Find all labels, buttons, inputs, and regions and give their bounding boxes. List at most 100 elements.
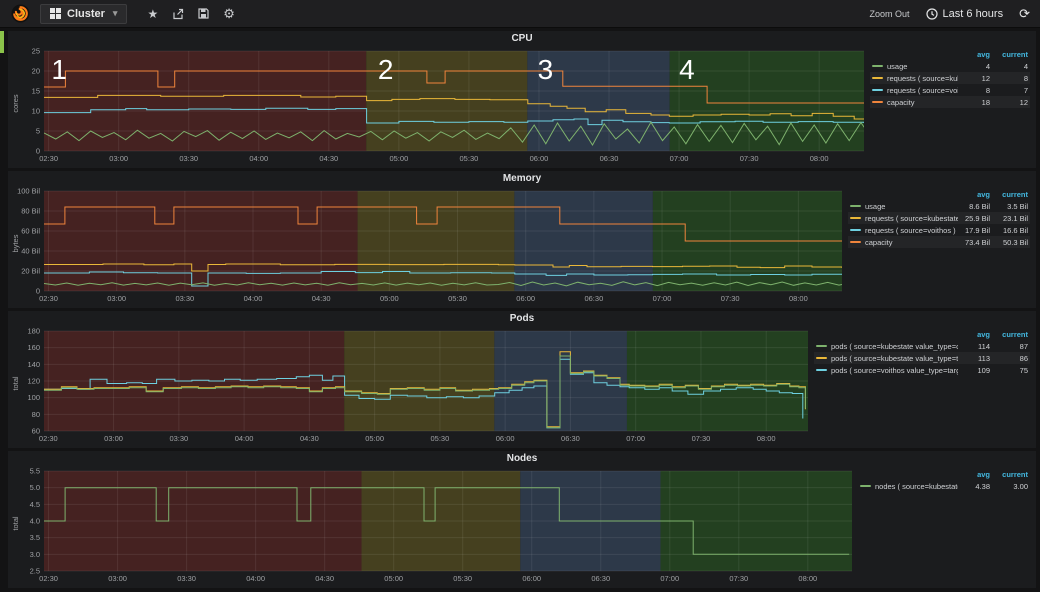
- legend-item[interactable]: capacity 73.4 Bil 50.3 Bil: [848, 236, 1030, 248]
- y-tick-label: 4.5: [30, 500, 40, 509]
- legend-current-value: 3.5 Bil: [1007, 201, 1028, 211]
- legend-col-avg[interactable]: avg: [977, 469, 990, 479]
- legend-label[interactable]: pods ( source=kubestate value_type=curre…: [831, 341, 958, 351]
- x-tick-label: 03:30: [175, 294, 194, 303]
- x-tick-label: 02:30: [39, 154, 58, 163]
- time-range-button[interactable]: Last 6 hours: [925, 8, 1003, 20]
- legend-label[interactable]: pods ( source=kubestate value_type=targe…: [831, 353, 958, 363]
- legend-swatch-icon: [816, 345, 827, 347]
- nodes-panel-title[interactable]: Nodes: [506, 453, 538, 464]
- y-tick-label: 100: [27, 393, 40, 402]
- refresh-icon[interactable]: ⟳: [1019, 6, 1030, 21]
- pods-chart[interactable]: 60 80 100 120 140 160 180 02:30 03:00 03:30 04:00 0…: [10, 326, 812, 444]
- legend-swatch-icon: [850, 205, 861, 207]
- legend-item[interactable]: usage 8.6 Bil 3.5 Bil: [848, 200, 1030, 212]
- row-indicator[interactable]: [0, 31, 4, 53]
- legend-label[interactable]: requests ( source=kubestate ): [887, 73, 958, 83]
- x-tick-label: 08:00: [798, 574, 817, 583]
- x-tick-label: 07:30: [721, 294, 740, 303]
- pods-plot-area[interactable]: 60 80 100 120 140 160 180 02:30 03:00 03:30 04:00 0…: [10, 326, 812, 444]
- x-tick-label: 05:30: [431, 434, 450, 443]
- gear-icon[interactable]: ⚙: [223, 6, 235, 21]
- legend-label[interactable]: requests ( source=voithos ): [865, 225, 956, 235]
- legend-col-current[interactable]: current: [1002, 49, 1028, 59]
- cpu-plot-area[interactable]: 0 5 10 15 20 25 02:30 03:00 03:30 04:00 04:30 05:00…: [10, 46, 868, 164]
- x-tick-label: 04:30: [319, 154, 338, 163]
- save-icon[interactable]: [198, 8, 209, 19]
- x-tick-label: 03:30: [177, 574, 196, 583]
- legend-label[interactable]: requests ( source=voithos ): [887, 85, 958, 95]
- legend-col-current[interactable]: current: [1002, 189, 1028, 199]
- legend-item[interactable]: pods ( source=kubestate value_type=curre…: [814, 340, 1030, 352]
- legend-item[interactable]: capacity 18 12: [870, 96, 1030, 108]
- legend-item[interactable]: requests ( source=kubestate ) 12 8: [870, 72, 1030, 84]
- phase-annotation-1: 1: [51, 54, 67, 85]
- y-tick-label: 0: [36, 147, 40, 156]
- legend-label[interactable]: capacity: [865, 237, 893, 247]
- memory-chart[interactable]: 0 20 Bil 40 Bil 60 Bil 80 Bil 100 Bil 02:30 03:…: [10, 186, 846, 304]
- dashboard-picker[interactable]: Cluster ▾: [40, 3, 128, 24]
- pods-panel: Pods 60 80 100 120 140 160 180 02:30 03:00 03:30 0…: [8, 311, 1036, 448]
- zoom-out-button[interactable]: Zoom Out: [869, 8, 910, 19]
- legend-avg-value: 4: [985, 61, 990, 71]
- x-tick-label: 03:00: [107, 294, 126, 303]
- legend-label[interactable]: nodes ( source=kubestate ): [875, 481, 958, 491]
- y-tick-label: 5.0: [30, 483, 40, 492]
- grafana-logo[interactable]: [10, 4, 30, 24]
- x-tick-label: 03:00: [104, 434, 123, 443]
- legend-avg-value: 17.9 Bil: [964, 225, 990, 235]
- legend-avg-value: 8.6 Bil: [969, 201, 990, 211]
- legend-current-value: 75: [1019, 365, 1028, 375]
- legend-label[interactable]: requests ( source=kubestate ): [865, 213, 958, 223]
- y-tick-label: 180: [27, 327, 40, 336]
- y-tick-label: 25: [32, 47, 40, 56]
- legend-label[interactable]: usage: [887, 61, 908, 71]
- dashboard-title: Cluster: [67, 7, 105, 20]
- legend-col-avg[interactable]: avg: [977, 49, 990, 59]
- y-tick-label: 60 Bil: [21, 227, 40, 236]
- series-yellow: [44, 351, 806, 428]
- x-tick-label: 07:00: [653, 294, 672, 303]
- legend-item[interactable]: requests ( source=kubestate ) 25.9 Bil 23.…: [848, 212, 1030, 224]
- y-tick-label: 120: [27, 377, 40, 386]
- legend-avg-value: 73.4 Bil: [964, 237, 990, 247]
- pods-panel-title[interactable]: Pods: [509, 313, 535, 324]
- legend-item[interactable]: requests ( source=voithos ) 8 7: [870, 84, 1030, 96]
- legend-label[interactable]: usage: [865, 201, 886, 211]
- nodes-plot-area[interactable]: 2.5 3.0 3.5 4.0 4.5 5.0 5.5 02:30 03:00 03:30 04:0…: [10, 466, 856, 584]
- legend-col-avg[interactable]: avg: [977, 189, 990, 199]
- legend-header: avg current: [858, 468, 1030, 480]
- phase-region-4: [669, 51, 864, 151]
- phase-annotation-3: 3: [538, 54, 554, 85]
- x-tick-label: 05:00: [389, 154, 408, 163]
- x-tick-label: 06:30: [561, 434, 580, 443]
- x-tick-label: 05:30: [460, 154, 479, 163]
- x-tick-label: 03:30: [179, 154, 198, 163]
- star-icon[interactable]: ★: [147, 6, 159, 21]
- legend-swatch-icon: [850, 217, 861, 219]
- legend-col-current[interactable]: current: [1002, 329, 1028, 339]
- legend-label[interactable]: capacity: [887, 97, 915, 107]
- series-green: [44, 121, 864, 146]
- cpu-panel-title[interactable]: CPU: [511, 33, 533, 44]
- x-tick-label: 05:00: [365, 434, 384, 443]
- legend-item[interactable]: pods ( source=kubestate value_type=targe…: [814, 352, 1030, 364]
- legend-item[interactable]: requests ( source=voithos ) 17.9 Bil 16.6 …: [848, 224, 1030, 236]
- share-icon[interactable]: [172, 8, 184, 20]
- legend-item[interactable]: usage 4 4: [870, 60, 1030, 72]
- cpu-chart[interactable]: 0 5 10 15 20 25 02:30 03:00 03:30 04:00 04:30 05:00…: [10, 46, 868, 164]
- legend-item[interactable]: pods ( source=voithos value_type=target …: [814, 364, 1030, 376]
- legend-header: avg current: [814, 328, 1030, 340]
- legend-label[interactable]: pods ( source=voithos value_type=target …: [831, 365, 958, 375]
- legend-col-current[interactable]: current: [1002, 469, 1028, 479]
- legend-swatch-icon: [872, 65, 883, 67]
- legend-current-value: 3.00: [1013, 481, 1028, 491]
- memory-panel-title[interactable]: Memory: [502, 173, 542, 184]
- legend-col-avg[interactable]: avg: [977, 329, 990, 339]
- legend-item[interactable]: nodes ( source=kubestate ) 4.38 3.00: [858, 480, 1030, 492]
- legend-current-value: 23.1 Bil: [1002, 213, 1028, 223]
- legend-swatch-icon: [872, 101, 883, 103]
- y-tick-label: 20: [32, 67, 40, 76]
- memory-plot-area[interactable]: 0 20 Bil 40 Bil 60 Bil 80 Bil 100 Bil 02:30 03:…: [10, 186, 846, 304]
- nodes-chart[interactable]: 2.5 3.0 3.5 4.0 4.5 5.0 5.5 02:30 03:00 03:30 04:0…: [10, 466, 856, 584]
